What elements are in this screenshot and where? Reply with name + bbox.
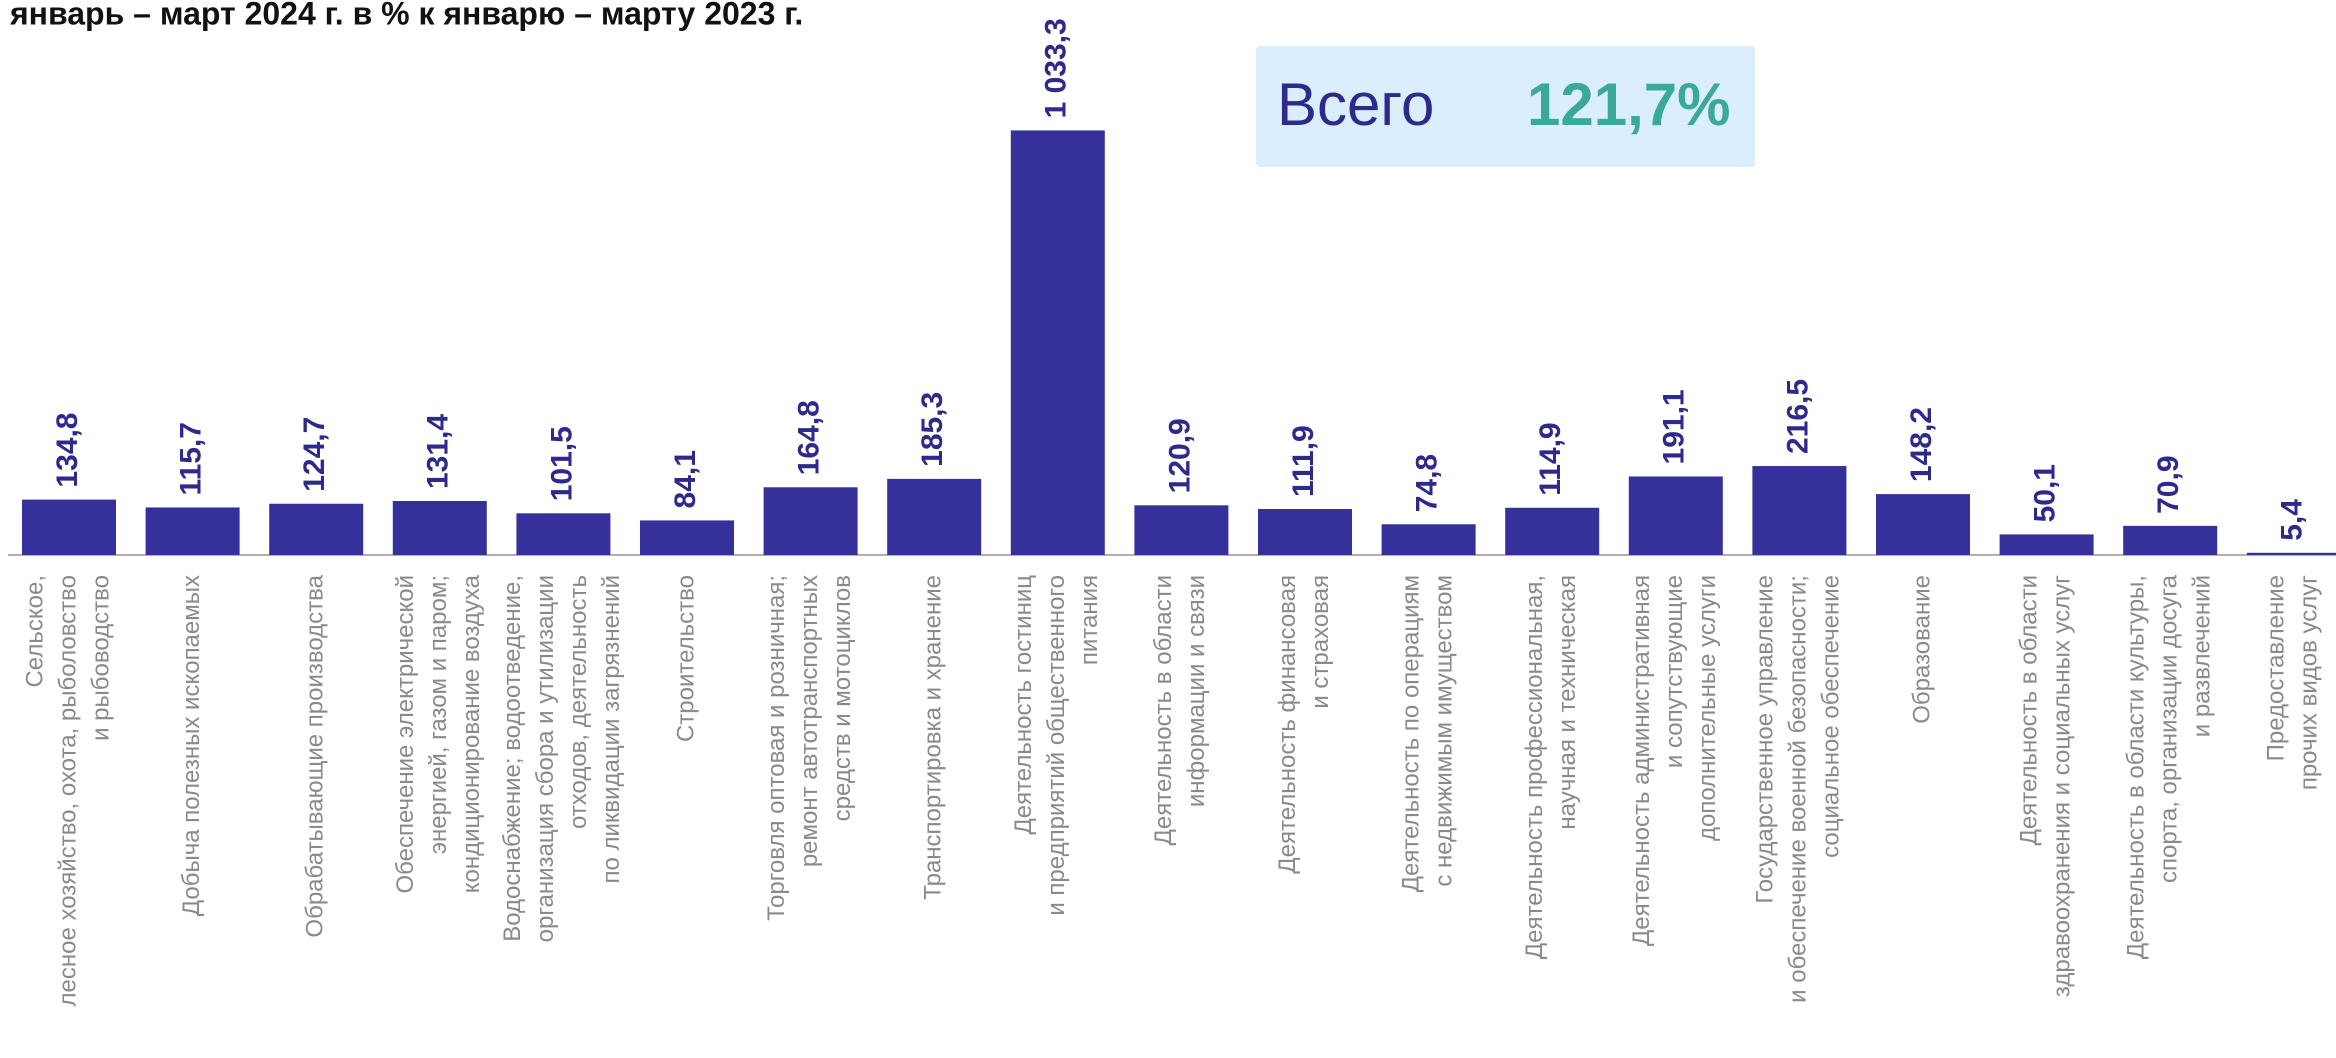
value-label: 84,1 [669, 450, 702, 508]
value-label: 115,7 [175, 422, 208, 495]
category-label: с недвижимым имуществом [1430, 575, 1457, 887]
value-label: 134,8 [51, 413, 84, 488]
value-label: 124,7 [298, 417, 331, 492]
category-label: Обрабатывающие производства [302, 574, 329, 937]
value-label: 120,9 [1163, 418, 1196, 493]
total-value: 121,7% [1527, 71, 1731, 138]
category-label: Деятельность гостиниц [1010, 575, 1037, 835]
bar [269, 503, 364, 555]
category-label: Деятельность финансовая [1274, 575, 1301, 874]
category-label: средств и мотоциклов [829, 575, 856, 821]
category-label: спорта, организации досуга [2156, 574, 2183, 883]
category-label: здравоохранения и социальных услуг [2048, 575, 2075, 997]
bar [1876, 494, 1970, 555]
value-label: 70,9 [2152, 455, 2185, 513]
category-label: и рыбоводство [87, 575, 114, 741]
category-label: Деятельность в области [1150, 575, 1177, 845]
category-label: энергией, газом и паром; [425, 575, 452, 854]
bar [640, 520, 734, 555]
category-label: Деятельность в области [2015, 575, 2042, 845]
bar [887, 478, 982, 555]
category-label: и страховая [1307, 575, 1334, 709]
category-label: Водоснабжение; водоотведение, [499, 575, 526, 942]
value-label: 50,1 [2029, 464, 2062, 522]
category-label: кондиционирование воздуха [458, 574, 485, 893]
value-label: 164,8 [793, 400, 826, 475]
category-label: Деятельность административная [1628, 575, 1655, 946]
category-label: питания [1076, 575, 1103, 665]
bar [22, 499, 116, 555]
value-label: 114,9 [1534, 422, 1567, 495]
category-label: Государственное управление [1752, 575, 1779, 904]
category-label: лесное хозяйство, охота, рыболовство [54, 575, 81, 1006]
bar [392, 501, 487, 555]
category-label: Деятельность в области культуры, [2123, 575, 2150, 959]
bar [2246, 552, 2336, 555]
category-label: Деятельность профессиональная, [1521, 575, 1548, 959]
category-label: Предоставление [2263, 575, 2290, 761]
bar [1381, 524, 1476, 555]
value-label: 101,5 [545, 426, 578, 501]
category-label: и развлечений [2189, 575, 2216, 737]
value-label: 148,2 [1905, 407, 1938, 482]
category-label: Транспортировка и хранение [920, 575, 947, 900]
bar [1010, 130, 1105, 555]
total-label: Всего [1277, 71, 1434, 138]
value-label: 74,8 [1411, 454, 1444, 512]
category-label: Сельское, [21, 575, 48, 688]
bar [1999, 534, 2094, 555]
category-label: и сопутствующие [1661, 575, 1688, 768]
category-label: Образование [1908, 575, 1935, 724]
value-label: 185,3 [916, 392, 949, 467]
category-label: отходов, деятельность [565, 575, 592, 829]
bar [763, 487, 858, 555]
total-box [1256, 46, 1755, 167]
value-label: 191,1 [1658, 389, 1691, 464]
value-label: 216,5 [1781, 379, 1814, 454]
category-label: прочих видов услуг [2296, 575, 2323, 790]
value-label: 1 033,3 [1040, 18, 1073, 118]
bar [1505, 507, 1600, 555]
bar [1752, 466, 1847, 555]
bar [516, 513, 611, 555]
bar [1134, 505, 1229, 555]
bar [1258, 509, 1352, 555]
bar [2123, 525, 2218, 555]
category-label: Деятельность по операциям [1397, 575, 1424, 892]
category-label: и обеспечение военной безопасности; [1785, 575, 1812, 1003]
value-label: 131,4 [422, 414, 455, 489]
category-label: ремонт автотранспортных [796, 575, 823, 867]
category-label: Обеспечение электрической [392, 575, 419, 894]
category-label: дополнительные услуги [1694, 575, 1721, 841]
category-label: по ликвидации загрязнений [598, 575, 625, 884]
chart-title: январь – март 2024 г. в % к январю – мар… [9, 0, 803, 31]
category-label: информации и связи [1183, 575, 1210, 807]
category-label: Торговля оптовая и розничная; [763, 575, 790, 921]
bar [1628, 476, 1723, 555]
category-label: организация сбора и утилизации [532, 575, 559, 942]
category-label: Добыча полезных ископаемых [178, 575, 205, 916]
value-label: 111,9 [1287, 425, 1320, 497]
category-label: научная и техническая [1554, 575, 1581, 830]
bar [145, 507, 240, 555]
category-label: Строительство [672, 575, 699, 742]
category-label: и предприятий общественного [1043, 575, 1070, 916]
value-label: 5,4 [2276, 499, 2309, 541]
category-label: социальное обеспечение [1818, 575, 1845, 858]
